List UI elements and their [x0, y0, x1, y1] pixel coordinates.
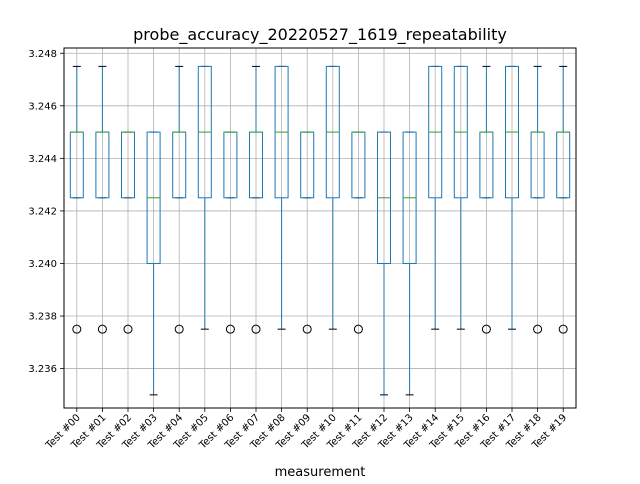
y-tick-label: 3.238 [28, 312, 57, 323]
box-item [223, 131, 238, 334]
outlier-point [225, 324, 235, 334]
outlier-point [533, 324, 543, 334]
box-item [249, 65, 263, 334]
box-item [300, 131, 315, 334]
box-item [325, 65, 340, 330]
box-item [197, 65, 212, 330]
y-tick-label: 3.248 [28, 49, 57, 60]
axes-frame [63, 47, 577, 409]
outlier-point [97, 324, 107, 334]
y-tick-label: 3.240 [28, 259, 57, 270]
outlier-point [251, 324, 261, 334]
y-axis-ticks: 3.236 3.238 3.240 3.242 3.244 3.246 3.248 [28, 49, 64, 375]
chart-title: probe_accuracy_20220527_1619_repeatabili… [133, 25, 507, 45]
y-tick-label: 3.236 [28, 364, 57, 375]
outlier-point [123, 324, 133, 334]
box-item [377, 131, 391, 396]
box-item [505, 65, 519, 330]
box-item [479, 65, 494, 334]
x-axis-label: measurement [275, 465, 366, 480]
box-item [146, 131, 161, 396]
box-item [402, 131, 417, 396]
box-item [428, 65, 443, 330]
outlier-point [302, 324, 312, 334]
y-tick-label: 3.244 [28, 154, 57, 165]
outlier-point [558, 324, 568, 334]
box-item [69, 65, 84, 334]
box-item [530, 65, 545, 334]
box-item [453, 65, 468, 330]
outlier-point [72, 324, 82, 334]
y-tick-label: 3.246 [28, 101, 57, 112]
box-item [274, 65, 289, 330]
box-item [351, 131, 366, 334]
outlier-point [174, 324, 184, 334]
box-series [69, 65, 571, 396]
box-item [172, 65, 187, 334]
box-item [556, 65, 571, 334]
outlier-point [353, 324, 363, 334]
y-tick-label: 3.242 [28, 206, 57, 217]
box-item [121, 131, 135, 334]
outlier-point [481, 324, 491, 334]
box-item [95, 65, 110, 334]
